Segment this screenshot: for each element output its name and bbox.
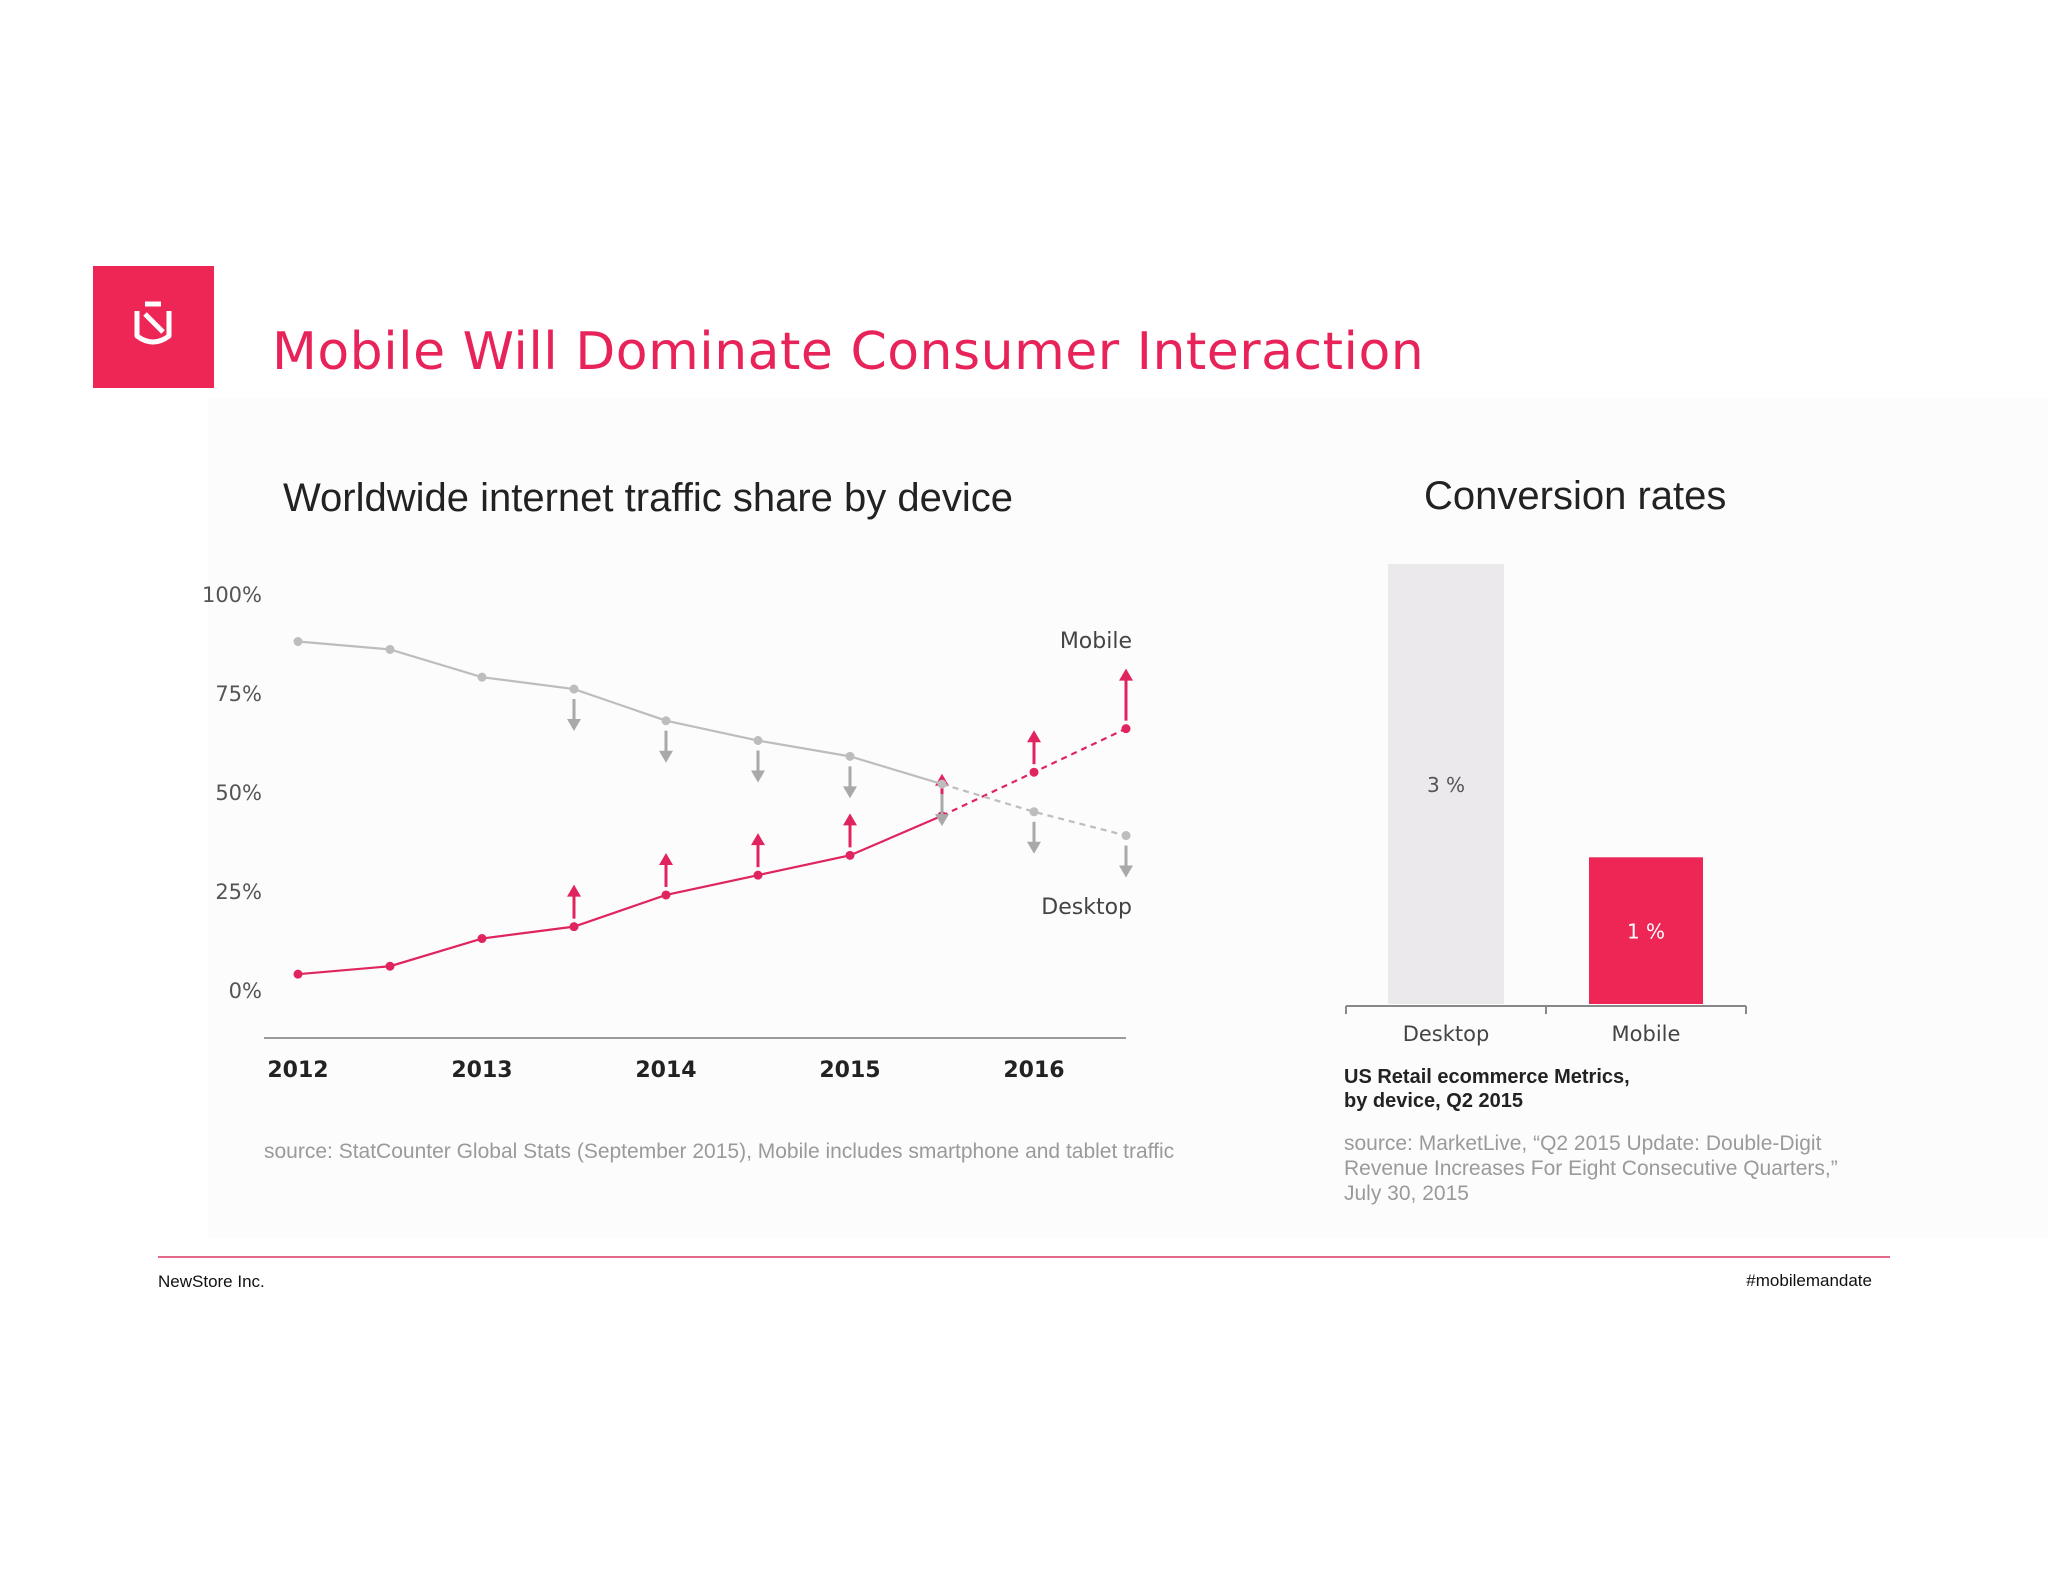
bag-icon — [134, 301, 172, 345]
data-point-desktop — [845, 751, 855, 761]
down-arrowhead-icon — [1119, 865, 1133, 878]
footer-hashtag: #mobilemandate — [1746, 1271, 1872, 1290]
bar-mobile — [1589, 857, 1703, 1004]
series-line-desktop — [297, 640, 943, 786]
traffic-line-chart: 100% 75% 50% 25% 0% 2012 2013 2014 2015 2016 Mobil… — [202, 583, 1133, 1083]
y-tick-label: 100% — [202, 583, 262, 607]
data-point-desktop — [937, 779, 947, 789]
x-tick-label: 2016 — [1003, 1058, 1064, 1083]
bar-chart-source-line2: Revenue Increases For Eight Consecutive … — [1344, 1157, 1838, 1180]
up-arrowhead-icon — [659, 852, 673, 865]
content-panel — [208, 398, 2048, 1238]
line-chart-source: source: StatCounter Global Stats (Septem… — [264, 1140, 1175, 1163]
down-arrowhead-icon — [751, 770, 765, 783]
down-arrowhead-icon — [935, 814, 949, 827]
down-arrowhead-icon — [1027, 841, 1041, 854]
series-line-mobile — [297, 814, 943, 976]
data-point-desktop — [753, 736, 763, 746]
series-label-mobile: Mobile — [1060, 629, 1132, 654]
data-point-mobile — [845, 850, 855, 860]
down-arrowhead-icon — [567, 719, 581, 732]
data-point-desktop — [293, 637, 303, 647]
data-point-mobile — [661, 890, 671, 900]
bar-chart-title: Conversion rates — [1424, 474, 1727, 518]
data-point-mobile — [1121, 724, 1131, 734]
down-arrowhead-icon — [843, 786, 857, 799]
footer-divider — [158, 1256, 1890, 1258]
data-point-desktop — [385, 644, 395, 654]
bar-chart-subtitle-line2: by device, Q2 2015 — [1344, 1090, 1524, 1112]
data-point-mobile — [753, 870, 763, 880]
bar-desktop — [1388, 563, 1504, 1004]
data-point-mobile — [385, 961, 395, 971]
data-point-desktop — [1029, 807, 1039, 817]
bar-chart-source-line1: source: MarketLive, “Q2 2015 Update: Dou… — [1344, 1132, 1822, 1155]
up-arrowhead-icon — [843, 813, 857, 826]
data-point-desktop — [477, 672, 487, 682]
x-tick-label: 2012 — [267, 1058, 328, 1083]
up-arrowhead-icon — [751, 833, 765, 846]
page-title: Mobile Will Dominate Consumer Interactio… — [272, 322, 1425, 382]
conversion-bar-chart: 3 % Desktop 1 % Mobile — [1345, 563, 1747, 1046]
line-chart-title: Worldwide internet traffic share by devi… — [283, 476, 1013, 520]
data-point-desktop — [661, 716, 671, 726]
down-arrowhead-icon — [659, 750, 673, 763]
data-point-desktop — [1121, 831, 1131, 841]
x-tick-label: 2013 — [451, 1058, 512, 1083]
y-tick-label: 50% — [215, 781, 262, 805]
data-point-mobile — [293, 969, 303, 979]
x-tick-label: 2015 — [819, 1058, 880, 1083]
series-label-desktop: Desktop — [1041, 895, 1132, 920]
bar-chart-subtitle: US Retail ecommerce Metrics, by device, … — [1344, 1065, 1630, 1113]
data-point-mobile — [477, 934, 487, 944]
footer-company: NewStore Inc. — [158, 1272, 265, 1291]
bar-chart-source-line3: July 30, 2015 — [1344, 1182, 1469, 1205]
up-arrowhead-icon — [1119, 668, 1133, 681]
data-point-desktop — [569, 684, 579, 694]
bar-category-label: Mobile — [1612, 1022, 1681, 1046]
bar-chart-subtitle-line1: US Retail ecommerce Metrics, — [1344, 1066, 1630, 1088]
bar-value-label: 1 % — [1627, 920, 1665, 944]
up-arrowhead-icon — [567, 884, 581, 897]
data-point-mobile — [1029, 767, 1039, 777]
up-arrowhead-icon — [1027, 730, 1041, 743]
newstore-logo — [93, 266, 214, 388]
bar-category-label: Desktop — [1403, 1022, 1490, 1046]
bar-chart-source: source: MarketLive, “Q2 2015 Update: Dou… — [1344, 1131, 1838, 1206]
y-tick-label: 0% — [229, 979, 262, 1003]
x-tick-label: 2014 — [635, 1058, 696, 1083]
series-line-projected-desktop — [941, 783, 1127, 837]
data-point-mobile — [569, 922, 579, 932]
bar-value-label: 3 % — [1427, 773, 1465, 797]
y-tick-label: 75% — [215, 682, 262, 706]
y-tick-label: 25% — [215, 880, 262, 904]
